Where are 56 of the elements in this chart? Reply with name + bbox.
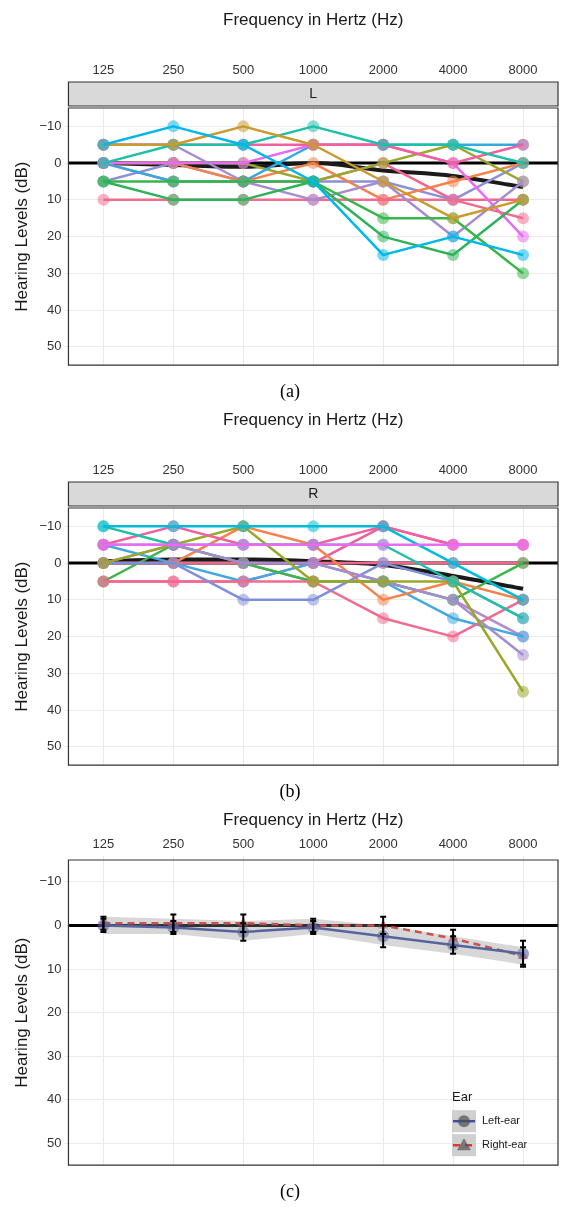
x-tick-label: 2000 (368, 461, 398, 477)
y-tick-label: 30 (46, 1047, 62, 1063)
x-tick-label: 500 (232, 461, 255, 477)
y-tick-label: 50 (46, 1134, 62, 1150)
x-tick-label: 250 (162, 61, 185, 77)
x-axis-title: Frequency in Hertz (Hz) (223, 9, 404, 29)
y-tick-label: 40 (46, 301, 62, 317)
y-tick-label: 10 (46, 191, 62, 207)
y-tick-label: −10 (39, 117, 62, 133)
y-tick-label: 10 (46, 960, 62, 976)
y-tick-label: 30 (46, 264, 62, 280)
legend-title: Ear (452, 1088, 473, 1104)
x-tick-label: 500 (232, 835, 255, 851)
y-tick-label: 10 (46, 591, 62, 607)
y-tick-label: 30 (46, 664, 62, 680)
x-tick-label: 250 (162, 461, 185, 477)
y-axis-title: Hearing Levels (dB) (11, 161, 31, 312)
y-tick-label: 50 (46, 338, 62, 354)
y-tick-label: 20 (46, 228, 62, 244)
y-tick-label: −10 (39, 873, 62, 889)
text: (a) (279, 380, 301, 403)
x-tick-label: 4000 (438, 835, 468, 851)
y-axis-title: Hearing Levels (dB) (11, 561, 31, 712)
x-tick-label: 4000 (438, 61, 468, 77)
y-tick-label: 0 (54, 154, 62, 170)
y-tick-label: 40 (46, 701, 62, 717)
x-tick-label: 8000 (508, 835, 538, 851)
x-tick-label: 500 (232, 61, 255, 77)
x-tick-label: 8000 (508, 61, 538, 77)
x-tick-label: 1000 (298, 461, 328, 477)
y-tick-label: 50 (46, 738, 62, 754)
x-axis-title: Frequency in Hertz (Hz) (223, 809, 404, 829)
x-tick-label: 2000 (368, 61, 398, 77)
x-tick-label: 4000 (438, 461, 468, 477)
x-tick-label: 250 (162, 835, 185, 851)
legend-label: Left-ear (482, 1114, 521, 1127)
chart-subtitle: L (309, 84, 318, 101)
y-tick-label: 0 (54, 554, 62, 570)
x-tick-label: 8000 (508, 461, 538, 477)
text: (c) (279, 1180, 301, 1203)
x-tick-label: 125 (92, 835, 115, 851)
y-tick-label: 40 (46, 1091, 62, 1107)
y-tick-label: 20 (46, 628, 62, 644)
legend-label: Right-ear (482, 1138, 528, 1151)
x-tick-label: 1000 (298, 835, 328, 851)
x-tick-label: 1000 (298, 61, 328, 77)
x-axis-title: Frequency in Hertz (Hz) (223, 409, 404, 429)
x-tick-label: 125 (92, 61, 115, 77)
chart-subtitle: R (308, 484, 319, 501)
y-tick-label: −10 (39, 517, 62, 533)
x-tick-label: 125 (92, 461, 115, 477)
y-tick-label: 20 (46, 1004, 62, 1020)
x-tick-label: 2000 (368, 835, 398, 851)
text: (b) (278, 780, 302, 803)
y-axis-title: Hearing Levels (dB) (11, 937, 31, 1088)
y-tick-label: 0 (54, 916, 62, 932)
